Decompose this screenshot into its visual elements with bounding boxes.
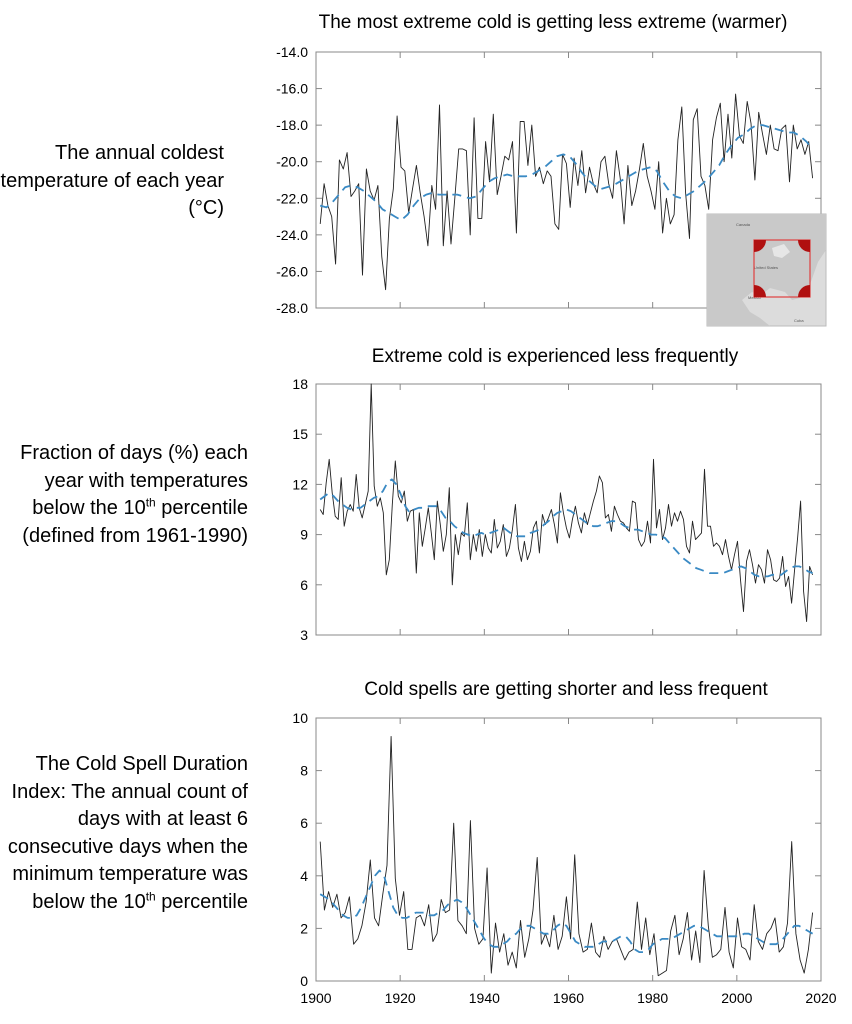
superscript-th: th bbox=[145, 888, 156, 903]
panel-1-ylabel-text: The annual coldest temperature of each y… bbox=[0, 142, 224, 219]
y-tick-label: -16.0 bbox=[276, 81, 308, 97]
y-tick-label: 9 bbox=[300, 527, 308, 543]
panel-3-y-ticks: 10 8 6 4 2 0 bbox=[292, 710, 822, 989]
inset-map-region-box bbox=[753, 239, 811, 298]
inset-map-corner-se bbox=[798, 285, 810, 297]
inset-map-corner-nw bbox=[754, 240, 766, 252]
panel-1-ylabel: The annual coldest temperature of each y… bbox=[0, 140, 224, 223]
inset-map-corner-ne bbox=[798, 240, 810, 252]
y-tick-label: -24.0 bbox=[276, 227, 308, 243]
panel-3-title: Cold spells are getting shorter and less… bbox=[364, 679, 768, 700]
panel-3-x-ticks: 1900 1920 1940 1960 1980 2000 2020 bbox=[300, 990, 836, 1006]
panel-3-ylabel: The Cold Spell Duration Index: The annua… bbox=[0, 751, 248, 916]
inset-map-corner-sw bbox=[754, 285, 766, 297]
panel-3-ylabel-text: The Cold Spell Duration Index: The annua… bbox=[7, 753, 248, 913]
y-tick-label: 12 bbox=[292, 476, 308, 492]
y-tick-label: 15 bbox=[292, 426, 308, 442]
y-tick-label: 3 bbox=[300, 627, 308, 643]
panel-2-ylabel: Fraction of days (%) each year with temp… bbox=[0, 440, 248, 550]
x-tick-label: 2000 bbox=[721, 990, 752, 1006]
y-tick-label: -26.0 bbox=[276, 263, 308, 279]
panel-2-title: Extreme cold is experienced less frequen… bbox=[372, 346, 739, 367]
x-tick-label: 1940 bbox=[469, 990, 500, 1006]
panel-2-lines bbox=[319, 383, 814, 623]
inset-label-cuba: Cuba bbox=[794, 318, 804, 323]
panel-1-lines bbox=[319, 93, 814, 291]
y-tick-label: 6 bbox=[300, 815, 308, 831]
x-tick-label: 2020 bbox=[805, 990, 836, 1006]
panel-1: The most extreme cold is getting less ex… bbox=[276, 12, 827, 327]
panel-2-trend-line bbox=[319, 478, 813, 578]
panel-2-ylabel-text: Fraction of days (%) each year with temp… bbox=[20, 442, 248, 547]
x-tick-label: 1920 bbox=[385, 990, 416, 1006]
y-tick-label: 2 bbox=[300, 920, 308, 936]
panel-1-trend-line bbox=[319, 124, 814, 222]
panel-3-annual-line bbox=[319, 735, 814, 977]
panel-3-trend-line bbox=[319, 869, 814, 953]
y-tick-label: 10 bbox=[292, 710, 308, 726]
panel-2-annual-line bbox=[319, 383, 814, 623]
x-tick-label: 1980 bbox=[637, 990, 668, 1006]
panel-2-y-ticks: 18 15 12 9 6 3 bbox=[292, 376, 822, 643]
y-tick-label: -22.0 bbox=[276, 190, 308, 206]
inset-map-land bbox=[707, 214, 826, 326]
y-tick-label: -28.0 bbox=[276, 300, 308, 316]
y-tick-label: -20.0 bbox=[276, 154, 308, 170]
panel-3-lines bbox=[319, 735, 814, 977]
panel-1-title: The most extreme cold is getting less ex… bbox=[319, 12, 788, 33]
y-tick-label: -18.0 bbox=[276, 117, 308, 133]
x-tick-label: 1960 bbox=[553, 990, 584, 1006]
y-tick-label: 18 bbox=[292, 376, 308, 392]
y-tick-label: 8 bbox=[300, 763, 308, 779]
x-tick-label: 1900 bbox=[300, 990, 331, 1006]
y-tick-label: 4 bbox=[300, 868, 308, 884]
panel-1-annual-line bbox=[319, 93, 814, 291]
panel-2: Extreme cold is experienced less frequen… bbox=[292, 346, 822, 643]
inset-map-great-lakes bbox=[772, 244, 790, 258]
inset-map: Canada United States Mexico Cuba bbox=[706, 213, 827, 327]
y-tick-label: 0 bbox=[300, 973, 308, 989]
y-tick-label: 6 bbox=[300, 577, 308, 593]
y-tick-label: -14.0 bbox=[276, 44, 308, 60]
inset-label-canada: Canada bbox=[736, 222, 751, 227]
superscript-th: th bbox=[145, 495, 156, 510]
inset-label-us: United States bbox=[754, 265, 778, 270]
panel-3: Cold spells are getting shorter and less… bbox=[292, 679, 836, 1006]
